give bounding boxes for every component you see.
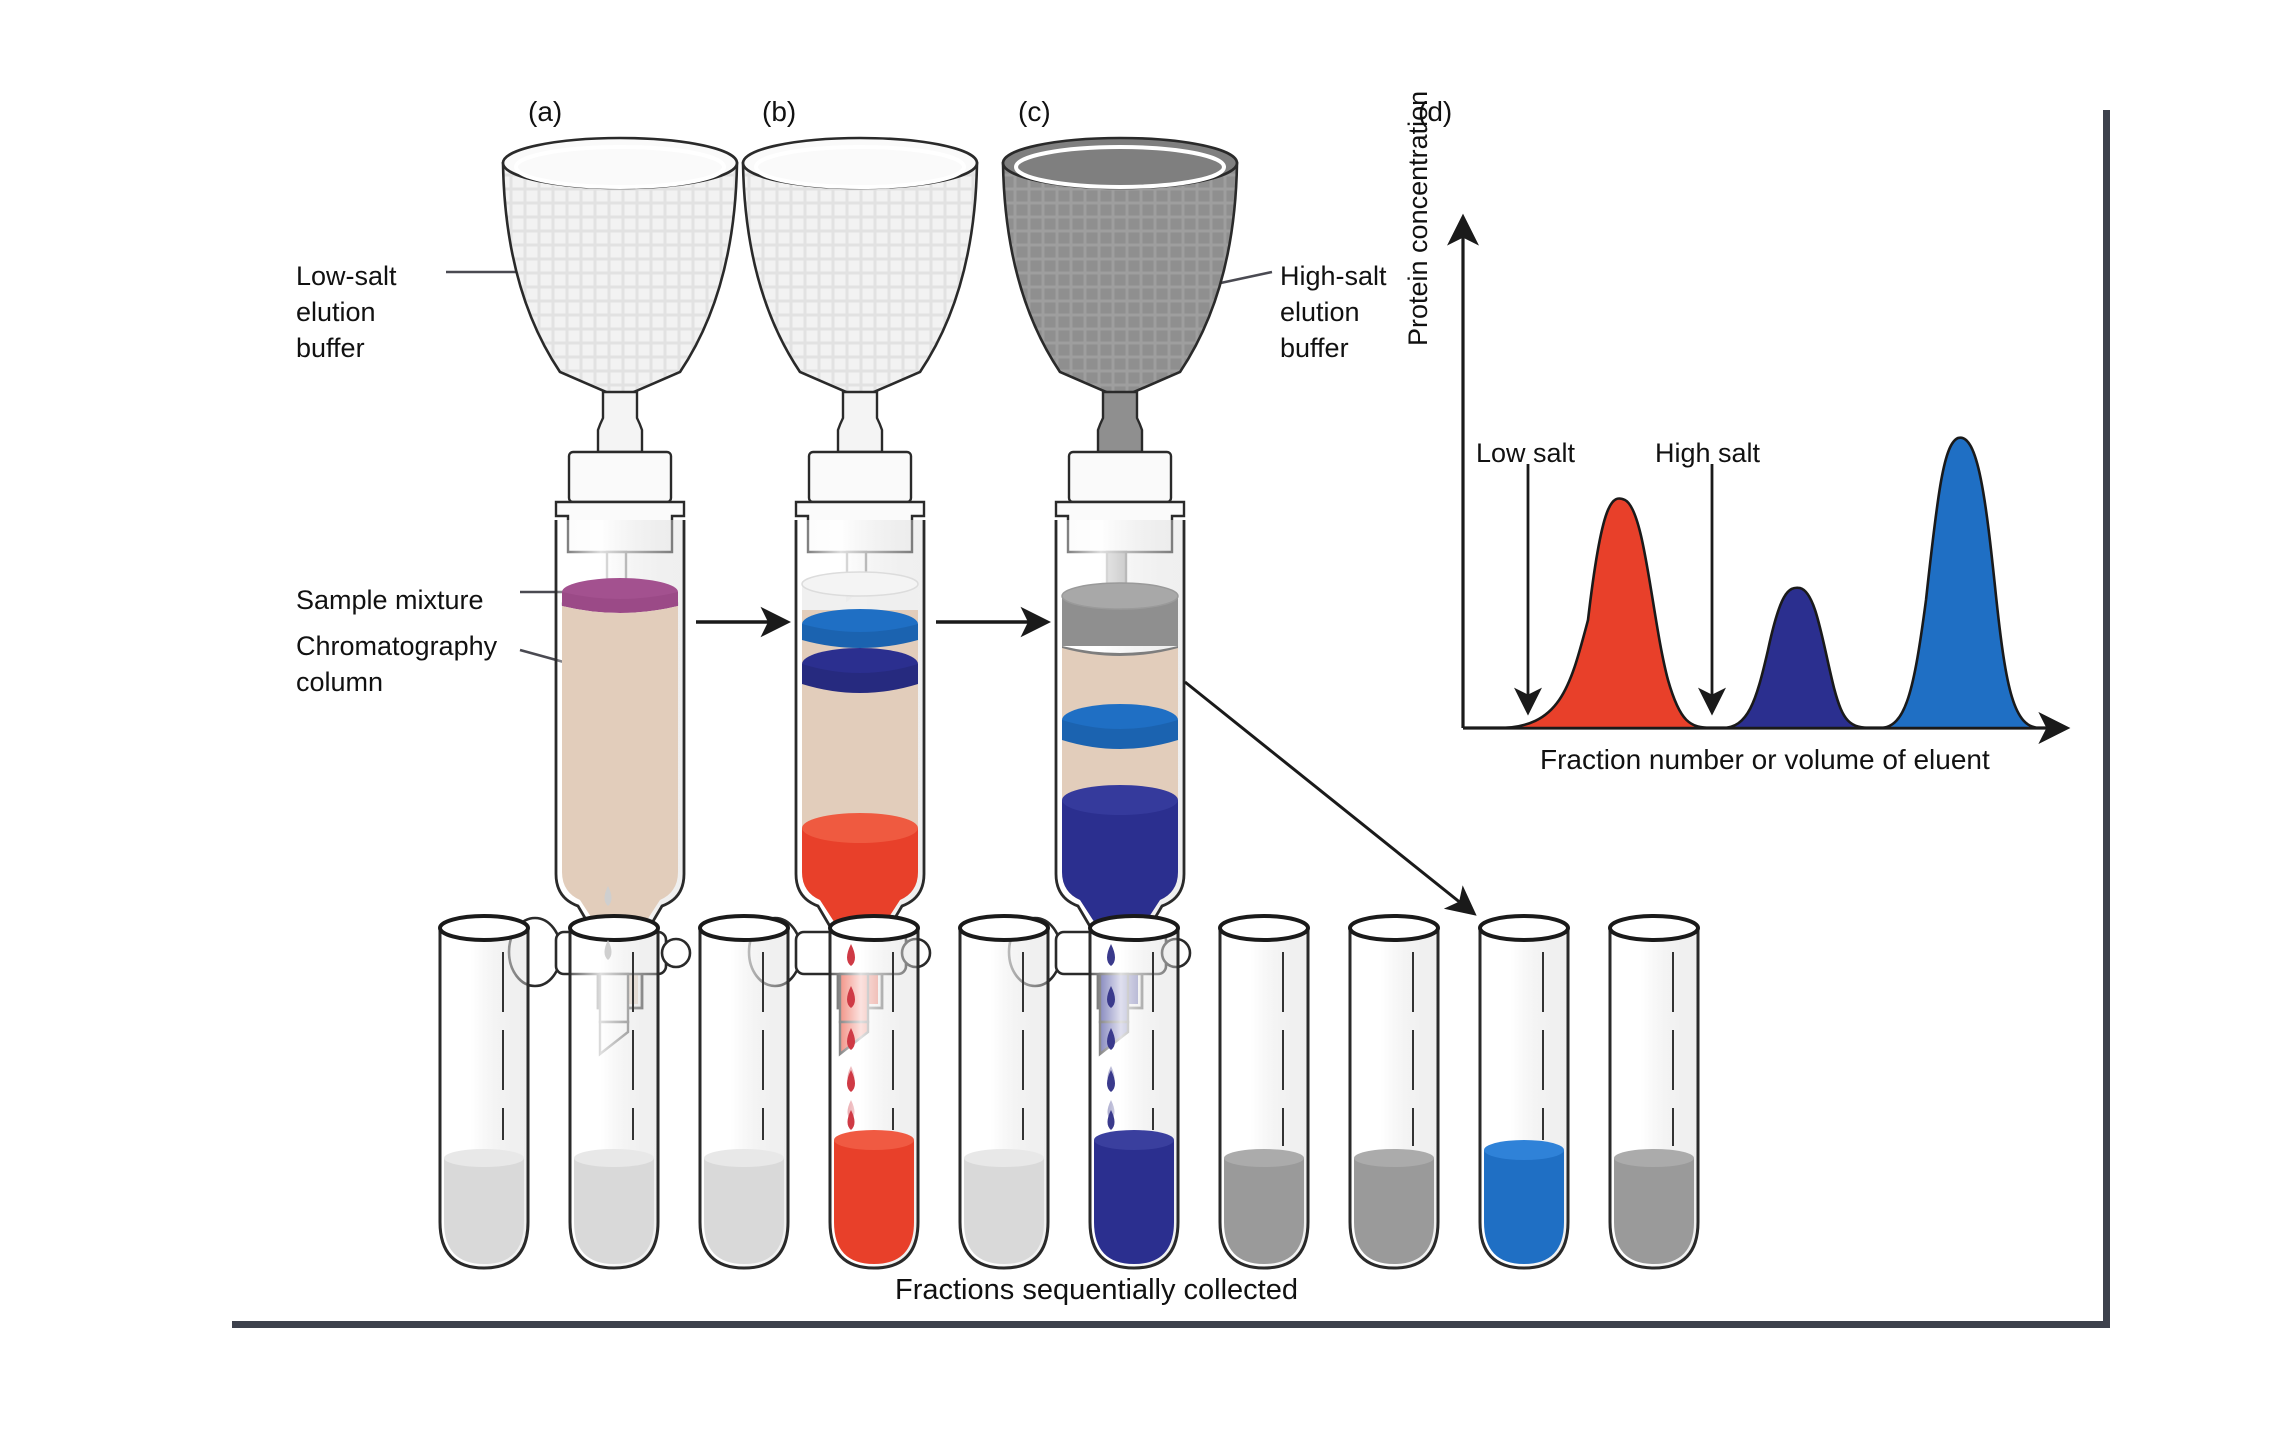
- test-tube-row: [438, 886, 1700, 1270]
- chart-x-axis-label: Fraction number or volume of eluent: [1540, 744, 1990, 775]
- test-tube-2: [568, 886, 660, 1270]
- test-tube-6: [1088, 914, 1180, 1270]
- figure-caption: Fractions sequentially collected: [895, 1274, 1298, 1306]
- label-chromatography-column: Chromatography column: [296, 631, 498, 697]
- column-a: [501, 136, 739, 1057]
- label-sample-mixture: Sample mixture: [296, 585, 484, 615]
- chart-y-axis-label: Protein concentration: [1403, 90, 1433, 346]
- peak-2-navy: [1721, 586, 1873, 730]
- test-tube-4: [828, 914, 920, 1270]
- process-arrows: [696, 606, 1477, 916]
- chart-annotation-low-salt: Low salt: [1476, 438, 1576, 468]
- test-tube-10: [1608, 914, 1700, 1270]
- label-high-salt-buffer: High-salt elution buffer: [1280, 261, 1387, 363]
- figure-frame: [232, 110, 2110, 1328]
- test-tube-3: [698, 914, 790, 1270]
- resin-bed-a: [562, 606, 678, 1004]
- panel-label-b: (b): [762, 96, 797, 127]
- test-tube-1: [438, 914, 530, 1270]
- peak-1-red: [1497, 497, 1713, 730]
- panel-label-c: (c): [1018, 96, 1051, 127]
- test-tube-7: [1218, 914, 1310, 1270]
- label-low-salt-buffer: Low-salt elution buffer: [296, 261, 397, 363]
- test-tube-8: [1348, 914, 1440, 1270]
- panel-label-d: (d): [1418, 96, 1453, 127]
- test-tube-9: [1478, 914, 1570, 1270]
- navy-protein-eluting-c: [1062, 800, 1178, 1004]
- chromatogram-panel: [1447, 213, 2071, 744]
- peak-3-blue: [1879, 436, 2041, 730]
- chart-annotation-high-salt: High salt: [1655, 438, 1761, 468]
- arrow-c-to-tube: [1184, 680, 1477, 916]
- high-salt-buffer-band: [1062, 596, 1178, 646]
- test-tube-5: [958, 914, 1050, 1270]
- panel-label-a: (a): [528, 96, 563, 127]
